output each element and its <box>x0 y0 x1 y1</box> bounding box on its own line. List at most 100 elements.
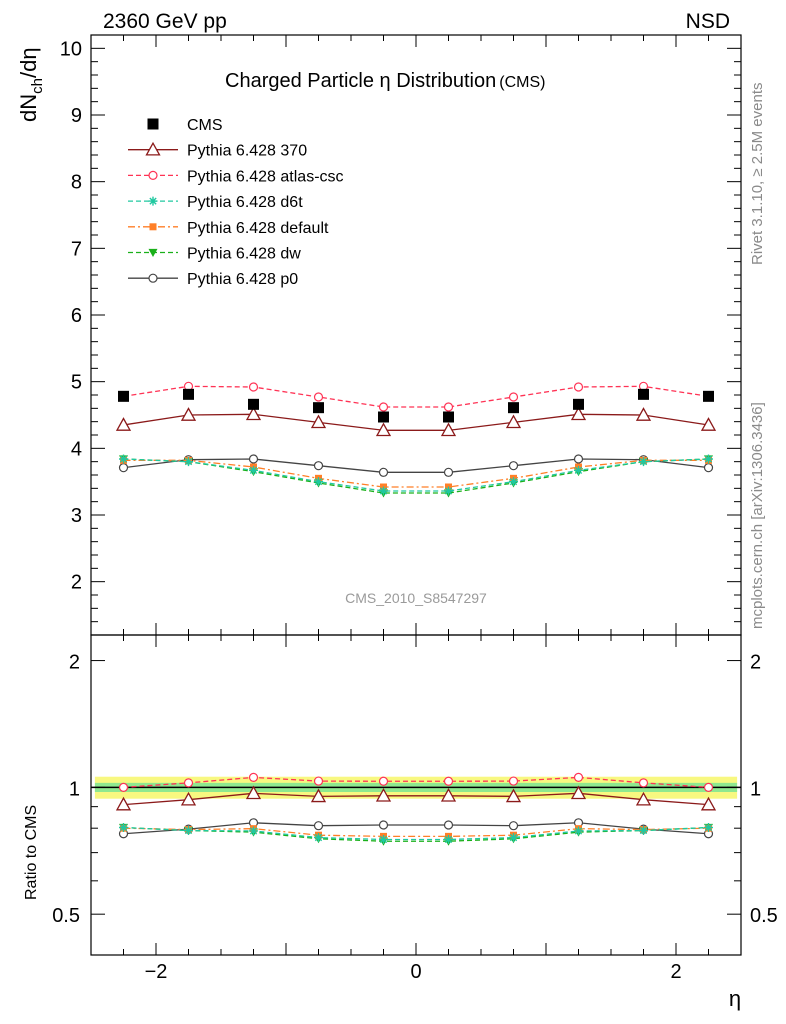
data-point-cms <box>638 388 649 400</box>
main-panel: 2 3 4 5 6 7 8 9 10 Charged Particle η Distributi… <box>16 34 742 636</box>
ratio-series-pythia-6-428-370 <box>115 785 717 811</box>
data-point-pythia-6-428-atlas-csc <box>443 402 454 412</box>
ratio-y-label: Ratio to CMS <box>23 805 40 900</box>
ratio-y-tick-label-right: 2 <box>750 652 761 674</box>
data-point-pythia-6-428-atlas-csc <box>508 392 519 402</box>
main-y-tick-label: 2 <box>71 572 82 594</box>
ratio-point-pythia-6-428-370 <box>440 787 457 802</box>
series-pythia-6-428-370 <box>115 406 717 437</box>
data-point-pythia-6-428-atlas-csc <box>248 382 259 392</box>
ratio-y-tick-label-left: 2 <box>69 652 80 674</box>
main-y-tick-label: 5 <box>71 372 82 394</box>
ratio-point-pythia-6-428-atlas-csc <box>248 772 259 783</box>
header-right: NSD <box>686 10 730 33</box>
ratio-point-pythia-6-428-370 <box>115 796 132 811</box>
legend-label-pythia-6-428-370: Pythia 6.428 370 <box>187 143 307 160</box>
data-point-cms <box>508 402 519 414</box>
data-point-pythia-6-428-p0 <box>118 463 129 473</box>
ratio-point-pythia-6-428-d6t <box>509 833 518 843</box>
legend-label-pythia-6-428-default: Pythia 6.428 default <box>187 220 329 237</box>
ratio-point-pythia-6-428-d6t <box>184 825 193 835</box>
main-title-text: Charged Particle η Distribution <box>225 70 496 92</box>
series-line-pythia-6-428-dw <box>123 458 709 494</box>
legend-item-cms: CMS <box>147 117 223 134</box>
data-point-pythia-6-428-p0 <box>313 461 324 471</box>
legend-item-pythia-6-428-p0: Pythia 6.428 p0 <box>128 271 298 288</box>
data-point-pythia-6-428-p0 <box>248 454 259 464</box>
rivet-label: Rivet 3.1.10, ≥ 2.5M events <box>749 83 766 266</box>
legend: CMS Pythia 6.428 370 Pythia 6.428 atlas-cs… <box>128 117 344 288</box>
ratio-point-pythia-6-428-d6t <box>249 826 258 836</box>
ratio-panel: 0.5 0.5 1 1 2 2 −2 0 2 Ratio to CMS η <box>23 634 778 1011</box>
ratio-point-pythia-6-428-d6t <box>444 835 453 845</box>
series-pythia-6-428-d6t <box>119 454 713 496</box>
data-point-pythia-6-428-370 <box>700 417 717 431</box>
ratio-point-pythia-6-428-370 <box>570 785 587 800</box>
legend-label-cms: CMS <box>187 117 223 134</box>
legend-marker-pythia-6-428-d6t <box>148 196 158 206</box>
ratio-point-pythia-6-428-atlas-csc <box>703 782 714 792</box>
main-axis-ticks: 2 3 4 5 6 7 8 9 10 <box>60 34 742 635</box>
data-point-pythia-6-428-atlas-csc <box>378 402 389 412</box>
ratio-line-pythia-6-428-d6t <box>123 826 709 841</box>
data-point-pythia-6-428-p0 <box>573 454 584 464</box>
ratio-point-pythia-6-428-d6t <box>574 826 583 836</box>
ratio-line-pythia-6-428-370 <box>123 792 709 806</box>
legend-label-pythia-6-428-d6t: Pythia 6.428 d6t <box>187 194 303 211</box>
ratio-point-pythia-6-428-d6t <box>314 833 323 843</box>
ratio-point-pythia-6-428-370 <box>310 788 327 803</box>
series-line-pythia-6-428-atlas-csc <box>123 385 709 408</box>
data-point-pythia-6-428-d6t <box>639 457 648 467</box>
legend-item-pythia-6-428-default: Pythia 6.428 default <box>128 220 329 237</box>
ratio-point-pythia-6-428-atlas-csc <box>508 776 519 786</box>
ratio-point-pythia-6-428-370 <box>180 791 197 806</box>
data-point-pythia-6-428-d6t <box>379 486 388 496</box>
ratio-point-pythia-6-428-atlas-csc <box>378 776 389 786</box>
main-y-tick-label: 3 <box>71 505 82 527</box>
ratio-point-pythia-6-428-p0 <box>313 821 324 831</box>
data-point-pythia-6-428-d6t <box>509 477 518 487</box>
ratio-series-pythia-6-428-p0 <box>118 818 714 839</box>
ratio-series-group <box>115 772 717 846</box>
legend-marker-pythia-6-428-p0 <box>148 273 158 283</box>
ratio-point-pythia-6-428-atlas-csc <box>183 778 194 788</box>
data-point-pythia-6-428-d6t <box>249 465 258 475</box>
ratio-point-pythia-6-428-atlas-csc <box>118 782 129 792</box>
data-point-pythia-6-428-p0 <box>443 467 454 477</box>
main-title-suffix: (CMS) <box>499 74 545 91</box>
main-y-label: dNch/dη <box>16 47 46 122</box>
series-line-pythia-6-428-p0 <box>123 458 709 473</box>
ratio-point-pythia-6-428-atlas-csc <box>443 776 454 786</box>
ratio-point-pythia-6-428-d6t <box>119 823 128 833</box>
data-point-pythia-6-428-d6t <box>314 477 323 487</box>
data-point-cms <box>313 402 324 414</box>
data-point-pythia-6-428-370 <box>180 407 197 421</box>
ratio-point-pythia-6-428-370 <box>635 791 652 806</box>
main-y-label-rest: /dη <box>16 47 41 78</box>
ratio-point-pythia-6-428-370 <box>700 796 717 811</box>
data-point-pythia-6-428-370 <box>115 417 132 431</box>
series-line-pythia-6-428-default <box>123 459 709 488</box>
data-point-pythia-6-428-atlas-csc <box>573 382 584 392</box>
x-tick-label: −2 <box>145 961 168 983</box>
data-point-pythia-6-428-d6t <box>704 454 713 464</box>
ratio-point-pythia-6-428-p0 <box>508 821 519 831</box>
mcplots-label: mcplots.cern.ch [arXiv:1306.3436] <box>749 402 766 629</box>
data-point-pythia-6-428-370 <box>310 414 327 429</box>
ratio-y-tick-label-right: 0.5 <box>750 905 778 927</box>
data-point-pythia-6-428-370 <box>635 407 652 421</box>
data-point-cms <box>443 411 454 423</box>
ratio-point-pythia-6-428-d6t <box>704 823 713 833</box>
x-tick-label: 0 <box>410 961 421 983</box>
legend-label-pythia-6-428-dw: Pythia 6.428 dw <box>187 246 301 263</box>
x-tick-label: 2 <box>670 961 681 983</box>
legend-item-pythia-6-428-d6t: Pythia 6.428 d6t <box>128 194 303 211</box>
data-point-pythia-6-428-370 <box>375 422 392 437</box>
legend-item-pythia-6-428-dw: Pythia 6.428 dw <box>128 246 301 263</box>
legend-marker-pythia-6-428-default <box>149 223 157 231</box>
ratio-point-pythia-6-428-370 <box>245 785 262 800</box>
main-y-label-sub: ch <box>29 78 46 94</box>
data-point-pythia-6-428-370 <box>505 414 522 429</box>
ratio-y-tick-label-right: 1 <box>750 778 761 800</box>
main-y-tick-label: 10 <box>60 38 82 60</box>
